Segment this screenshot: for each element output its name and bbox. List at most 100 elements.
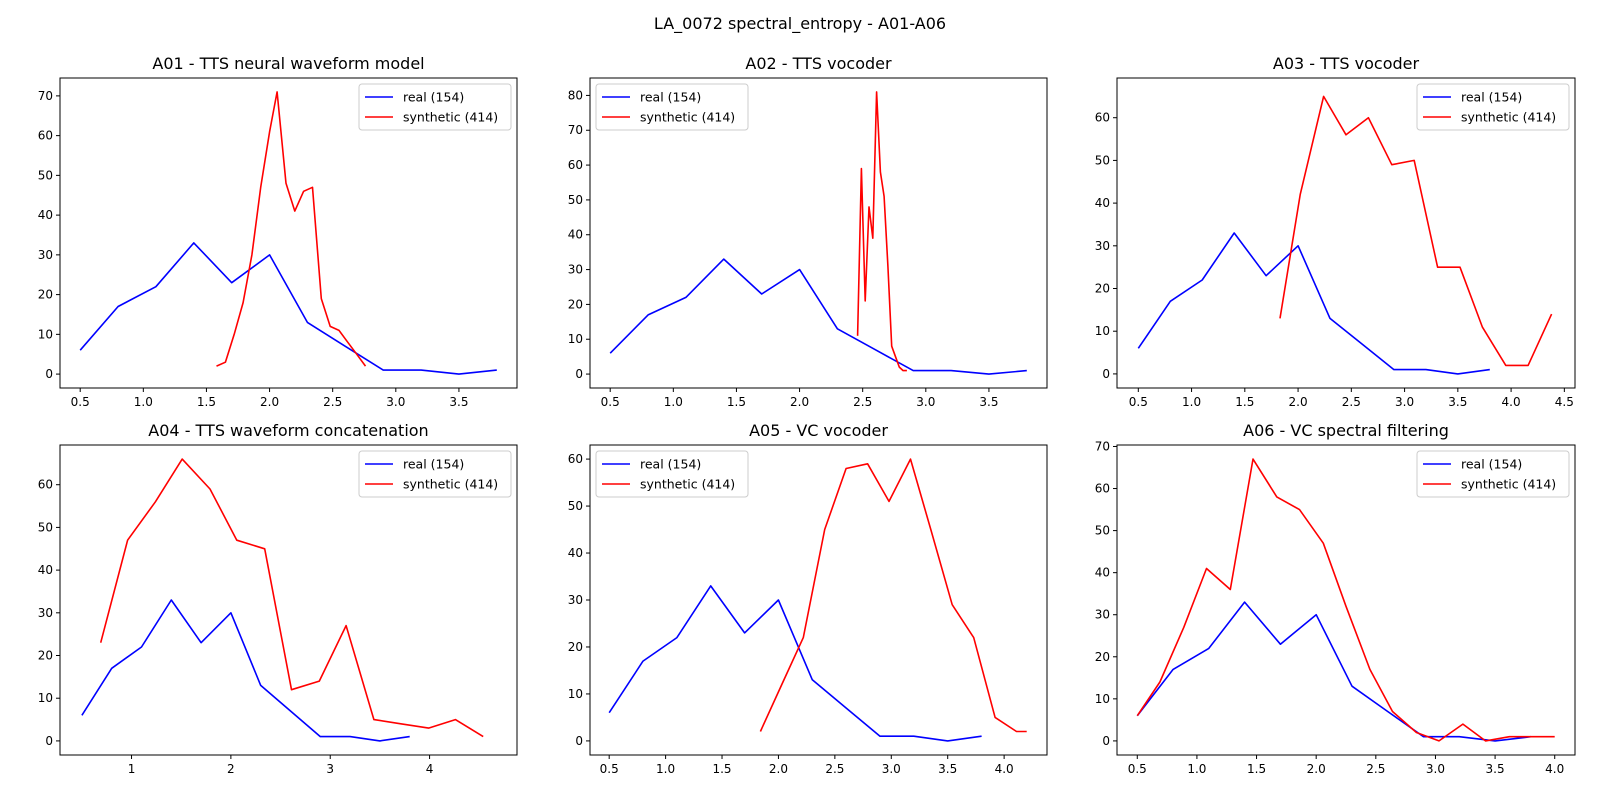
- legend-box: [595, 83, 749, 131]
- legend-label: synthetic (414): [640, 110, 735, 125]
- subplot-3: A03 - TTS vocoder 0.5 1.0 1.5 2.0 2.5 3.0 3.5 4.…: [1095, 54, 1576, 409]
- x-tick-label: 0.5: [600, 762, 619, 776]
- x-tick-label: 1.0: [1187, 762, 1206, 776]
- x-tick-label: 0.5: [1128, 762, 1147, 776]
- y-tick-label: 10: [568, 687, 583, 701]
- subplot-title: A03 - TTS vocoder: [1273, 54, 1420, 73]
- subplot-title: A05 - VC vocoder: [749, 421, 888, 440]
- real-series-line: [1136, 601, 1531, 742]
- y-tick-label: 50: [1095, 153, 1110, 167]
- x-tick-label: 1.0: [664, 395, 683, 409]
- x-tick-label: 3.0: [916, 395, 935, 409]
- y-tick-label: 30: [38, 248, 53, 262]
- x-tick-label: 3.5: [938, 762, 957, 776]
- x-tick-label: 4.0: [1502, 395, 1521, 409]
- y-tick-label: 70: [568, 123, 583, 137]
- y-tick-label: 50: [38, 520, 53, 534]
- y-tick-label: 30: [38, 606, 53, 620]
- subplot-5: A05 - VC vocoder 0.5 1.0 1.5 2.0 2.5 3.0 3.5 4.0…: [568, 421, 1048, 776]
- legend-box: [358, 450, 512, 498]
- axes-frame: [59, 77, 518, 389]
- x-tick-label: 2.0: [790, 395, 809, 409]
- x-tick-label: 2.5: [825, 762, 844, 776]
- real-series-line: [79, 242, 497, 375]
- legend-label: synthetic (414): [403, 110, 498, 125]
- y-tick-label: 50: [568, 193, 583, 207]
- legend-box: [595, 450, 749, 498]
- x-tick-label: 0.5: [601, 395, 620, 409]
- legend-label: real (154): [403, 90, 464, 105]
- x-tick-label: 3.5: [1486, 762, 1505, 776]
- axes-frame: [1116, 444, 1576, 756]
- x-tick-label: 1.0: [134, 395, 153, 409]
- x-tick-label: 3.5: [1448, 395, 1467, 409]
- x-tick-label: 1.5: [1235, 395, 1254, 409]
- y-tick-label: 50: [568, 499, 583, 513]
- x-tick-label: 2.5: [1342, 395, 1361, 409]
- subplot-title: A01 - TTS neural waveform model: [152, 54, 424, 73]
- x-tick-label: 3.5: [979, 395, 998, 409]
- x-tick-label: 3.5: [449, 395, 468, 409]
- legend: real (154) synthetic (414): [1416, 83, 1570, 131]
- y-tick-label: 70: [38, 89, 53, 103]
- y-tick-label: 50: [38, 168, 53, 182]
- axes-frame: [1116, 77, 1576, 389]
- y-tick-label: 20: [38, 649, 53, 663]
- legend-label: synthetic (414): [403, 477, 498, 492]
- legend: real (154) synthetic (414): [595, 83, 749, 131]
- x-tick-label: 4.0: [995, 762, 1014, 776]
- subplot-title: A04 - TTS waveform concatenation: [148, 421, 428, 440]
- x-tick-label: 1: [128, 762, 136, 776]
- legend-label: synthetic (414): [1461, 477, 1556, 492]
- y-tick-label: 70: [1095, 439, 1110, 453]
- x-tick-label: 3.0: [386, 395, 405, 409]
- legend-box: [1416, 450, 1570, 498]
- x-tick-label: 2.0: [769, 762, 788, 776]
- x-tick-label: 3.0: [1426, 762, 1445, 776]
- x-tick-label: 2.5: [323, 395, 342, 409]
- y-tick-label: 30: [1095, 608, 1110, 622]
- figure-title: LA_0072 spectral_entropy - A01-A06: [654, 14, 946, 34]
- subplot-2: A02 - TTS vocoder 0.5 1.0 1.5 2.0 2.5 3.0 3.5 0 1…: [568, 54, 1048, 409]
- y-tick-label: 30: [568, 263, 583, 277]
- y-tick-label: 40: [1095, 566, 1110, 580]
- x-tick-label: 3.0: [882, 762, 901, 776]
- real-series-line: [81, 599, 410, 742]
- synthetic-series-line: [1279, 95, 1553, 367]
- x-tick-label: 4: [426, 762, 434, 776]
- y-tick-label: 60: [568, 158, 583, 172]
- x-tick-label: 2: [227, 762, 235, 776]
- axes-frame: [59, 444, 518, 756]
- x-tick-label: 1.5: [1247, 762, 1266, 776]
- legend-box: [358, 83, 512, 131]
- x-tick-label: 3: [326, 762, 334, 776]
- x-tick-label: 2.0: [260, 395, 279, 409]
- y-tick-label: 0: [45, 734, 53, 748]
- real-series-line: [608, 585, 982, 742]
- legend-label: synthetic (414): [640, 477, 735, 492]
- synthetic-series-line: [759, 458, 1027, 733]
- real-series-line: [1137, 232, 1490, 375]
- y-tick-label: 10: [38, 691, 53, 705]
- y-tick-label: 20: [38, 288, 53, 302]
- x-tick-label: 1.5: [197, 395, 216, 409]
- legend-label: synthetic (414): [1461, 110, 1556, 125]
- y-tick-label: 60: [1095, 111, 1110, 125]
- y-tick-label: 20: [568, 640, 583, 654]
- y-tick-label: 20: [1095, 650, 1110, 664]
- x-tick-label: 4.5: [1555, 395, 1574, 409]
- x-tick-label: 0.5: [71, 395, 90, 409]
- synthetic-series-line: [216, 91, 367, 367]
- legend-box: [1416, 83, 1570, 131]
- y-tick-label: 40: [568, 546, 583, 560]
- synthetic-series-line: [99, 458, 484, 738]
- y-tick-label: 40: [38, 208, 53, 222]
- y-tick-label: 0: [575, 367, 583, 381]
- subplot-grid: A01 - TTS neural waveform model 0.5 1.0 1.5…: [38, 54, 1576, 776]
- subplot-title: A06 - VC spectral filtering: [1243, 421, 1449, 440]
- legend-label: real (154): [403, 457, 464, 472]
- y-tick-label: 30: [568, 593, 583, 607]
- x-tick-label: 3.0: [1395, 395, 1414, 409]
- legend-label: real (154): [640, 457, 701, 472]
